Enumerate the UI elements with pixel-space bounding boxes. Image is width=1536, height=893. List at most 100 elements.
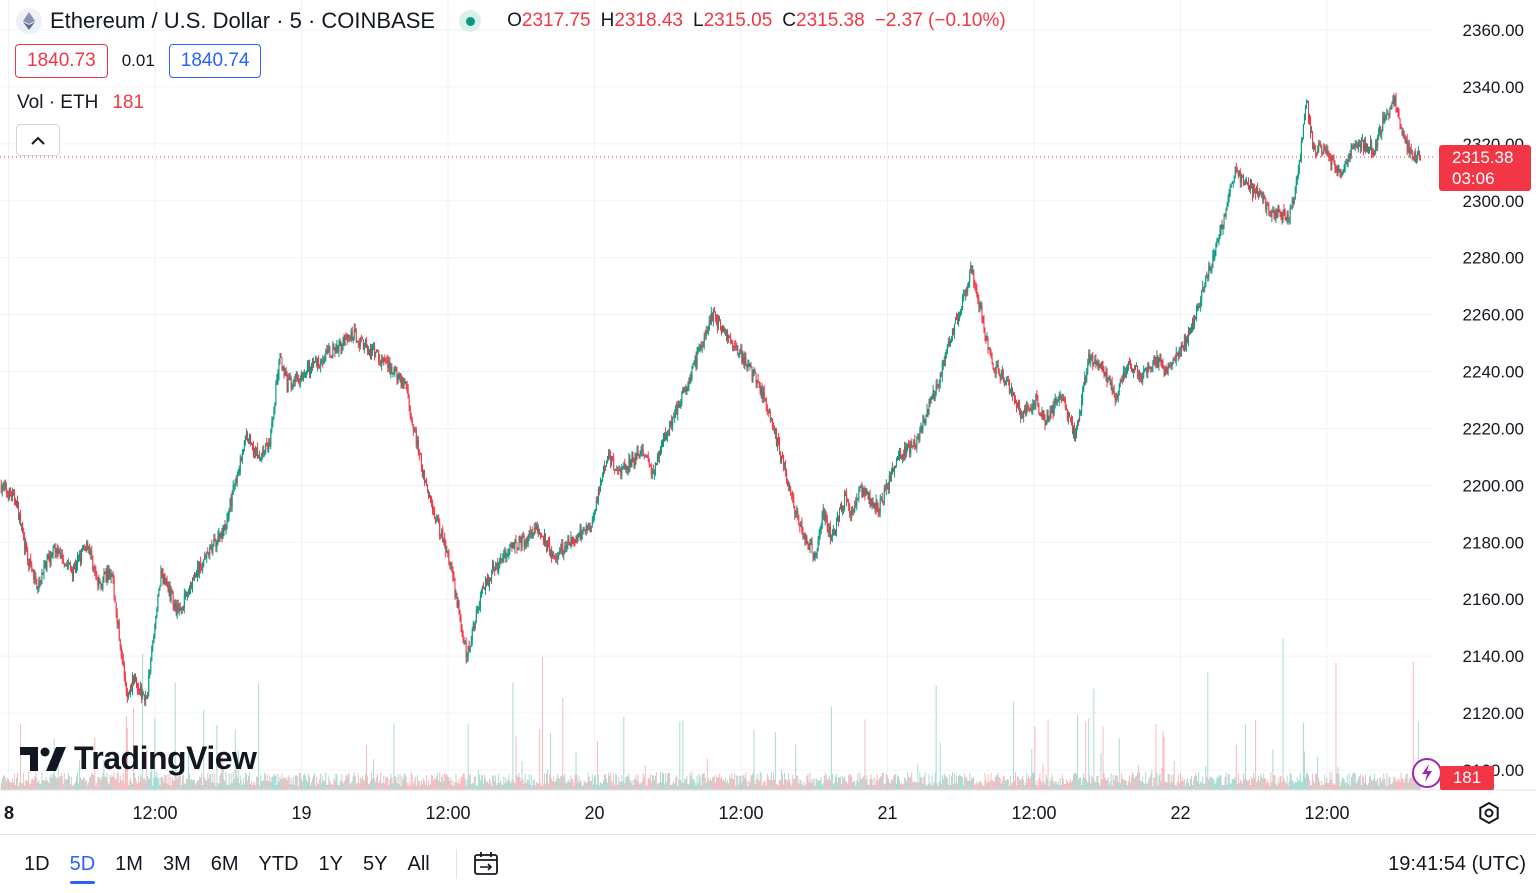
- alert-bolt-icon[interactable]: [1412, 758, 1442, 788]
- volume-bar: [80, 777, 82, 790]
- volume-bar: [851, 776, 853, 790]
- candle-body: [672, 416, 674, 427]
- volume-bar: [722, 780, 724, 790]
- buy-button[interactable]: 1840.74: [168, 44, 262, 78]
- candle-body: [1169, 365, 1171, 368]
- candle-body: [753, 370, 755, 376]
- candle-body: [261, 454, 263, 458]
- volume-bar: [235, 769, 237, 790]
- range-1y[interactable]: 1Y: [318, 852, 344, 875]
- volume-bar: [513, 781, 515, 790]
- volume-bar: [226, 784, 228, 790]
- volume-bar: [595, 784, 597, 790]
- volume-bar: [371, 772, 373, 790]
- candle-body: [359, 338, 361, 346]
- range-5d[interactable]: 5D: [60, 847, 106, 884]
- volume-bar: [136, 781, 138, 790]
- candle-body: [457, 602, 459, 607]
- volume-bar: [1236, 784, 1238, 790]
- volume-bar: [1265, 778, 1267, 790]
- volume-bar: [1294, 781, 1296, 790]
- candle-body: [858, 491, 860, 500]
- range-5y[interactable]: 5Y: [363, 852, 388, 875]
- calendar-range-icon[interactable]: [471, 849, 501, 879]
- candle-body: [1338, 169, 1340, 171]
- volume-bar: [307, 773, 309, 790]
- candle-body: [834, 530, 836, 535]
- candle-body: [309, 370, 311, 375]
- volume-bar: [110, 777, 112, 790]
- volume-bar: [230, 773, 232, 790]
- volume-bar: [65, 779, 67, 790]
- candle-body: [1327, 149, 1329, 155]
- volume-bar: [232, 772, 234, 790]
- volume-bar: [158, 777, 160, 790]
- range-all[interactable]: All: [407, 852, 430, 875]
- tradingview-watermark[interactable]: TradingView: [20, 740, 257, 777]
- candle-body: [1112, 390, 1114, 392]
- candle-body: [53, 544, 55, 548]
- candle-body: [124, 675, 126, 682]
- volume-bar: [567, 782, 569, 790]
- candle-body: [548, 541, 550, 543]
- volume-bar: [846, 781, 848, 790]
- range-6m[interactable]: 6M: [210, 852, 239, 875]
- volume-bar: [1287, 784, 1289, 790]
- settings-gear-icon[interactable]: [1477, 801, 1501, 825]
- candle-body: [533, 527, 535, 533]
- volume-bar: [1293, 783, 1295, 790]
- utc-clock[interactable]: 19:41:54 (UTC): [1388, 852, 1526, 875]
- volume-bar: [1199, 784, 1201, 790]
- candle-body: [430, 495, 432, 500]
- candle-body: [952, 329, 954, 335]
- candle-body: [273, 411, 275, 418]
- volume-bar: [349, 784, 351, 790]
- volume-bar: [460, 776, 462, 790]
- candle-body: [247, 440, 249, 443]
- candle-body: [1369, 149, 1371, 152]
- candle-body: [337, 345, 339, 351]
- date-range-tabs: 1D 5D 1M 3M 6M YTD 1Y 5Y All: [14, 847, 440, 884]
- candle-body: [1340, 173, 1342, 177]
- range-1d[interactable]: 1D: [24, 852, 50, 875]
- volume-bar: [803, 781, 805, 790]
- candle-body: [573, 541, 575, 543]
- collapse-legend-button[interactable]: [16, 124, 60, 156]
- range-1m[interactable]: 1M: [115, 852, 143, 875]
- volume-bar: [1118, 738, 1120, 790]
- volume-bar: [1062, 778, 1064, 790]
- volume-bar: [217, 783, 219, 790]
- sell-button[interactable]: 1840.73: [15, 44, 108, 78]
- volume-bar: [358, 783, 360, 790]
- volume-bar: [800, 779, 802, 790]
- symbol-title[interactable]: Ethereum / U.S. Dollar · 5 · COINBASE: [50, 8, 436, 33]
- candle-body: [786, 472, 788, 482]
- candle-body: [163, 578, 165, 581]
- candle-body: [374, 346, 376, 358]
- candle-body: [1070, 420, 1072, 423]
- volume-bar: [850, 774, 852, 790]
- volume-bar: [122, 772, 124, 790]
- volume-bar: [70, 777, 72, 790]
- candle-body: [204, 555, 206, 560]
- volume-bar: [528, 774, 530, 790]
- volume-bar: [647, 777, 649, 790]
- range-ytd[interactable]: YTD: [258, 852, 299, 875]
- candle-body: [553, 553, 555, 556]
- volume-bar: [281, 773, 283, 790]
- volume-bar: [512, 682, 514, 790]
- candle-body: [909, 444, 911, 454]
- volume-bar: [480, 774, 482, 790]
- volume-bar: [1177, 775, 1179, 790]
- candle-body: [1204, 286, 1206, 288]
- volume-bar: [938, 781, 940, 790]
- volume-bar: [1336, 773, 1338, 790]
- volume-bar: [541, 657, 543, 790]
- price-chart[interactable]: 2360.002340.002320.002300.002280.002260.…: [0, 0, 1536, 834]
- candle-body: [1131, 370, 1133, 373]
- range-3m[interactable]: 3M: [162, 852, 191, 875]
- candle-body: [161, 570, 163, 574]
- candle-body: [160, 570, 162, 587]
- volume-bar: [206, 779, 208, 790]
- candle-body: [693, 361, 695, 365]
